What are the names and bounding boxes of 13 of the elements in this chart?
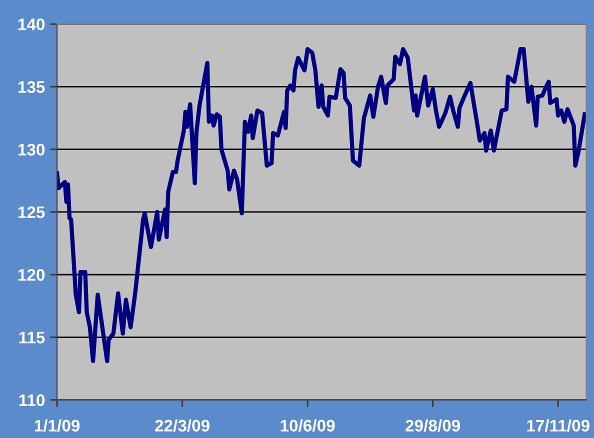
y-tick-label: 140 — [18, 18, 45, 30]
y-tick-label: 130 — [18, 144, 45, 156]
y-tick-label: 115 — [19, 332, 45, 344]
x-tick-label: 10/6/09 — [280, 419, 335, 432]
y-tick-label: 135 — [18, 81, 45, 93]
y-tick-label: 125 — [18, 206, 45, 218]
x-tick-label: 17/11/09 — [527, 419, 590, 432]
y-tick-label: 110 — [19, 394, 45, 406]
x-tick-label: 22/3/09 — [155, 419, 210, 432]
y-tick-label: 120 — [18, 269, 45, 281]
x-tick-label: 1/1/09 — [34, 419, 80, 432]
x-tick-label: 29/8/09 — [406, 419, 460, 432]
line-series — [57, 47, 586, 364]
